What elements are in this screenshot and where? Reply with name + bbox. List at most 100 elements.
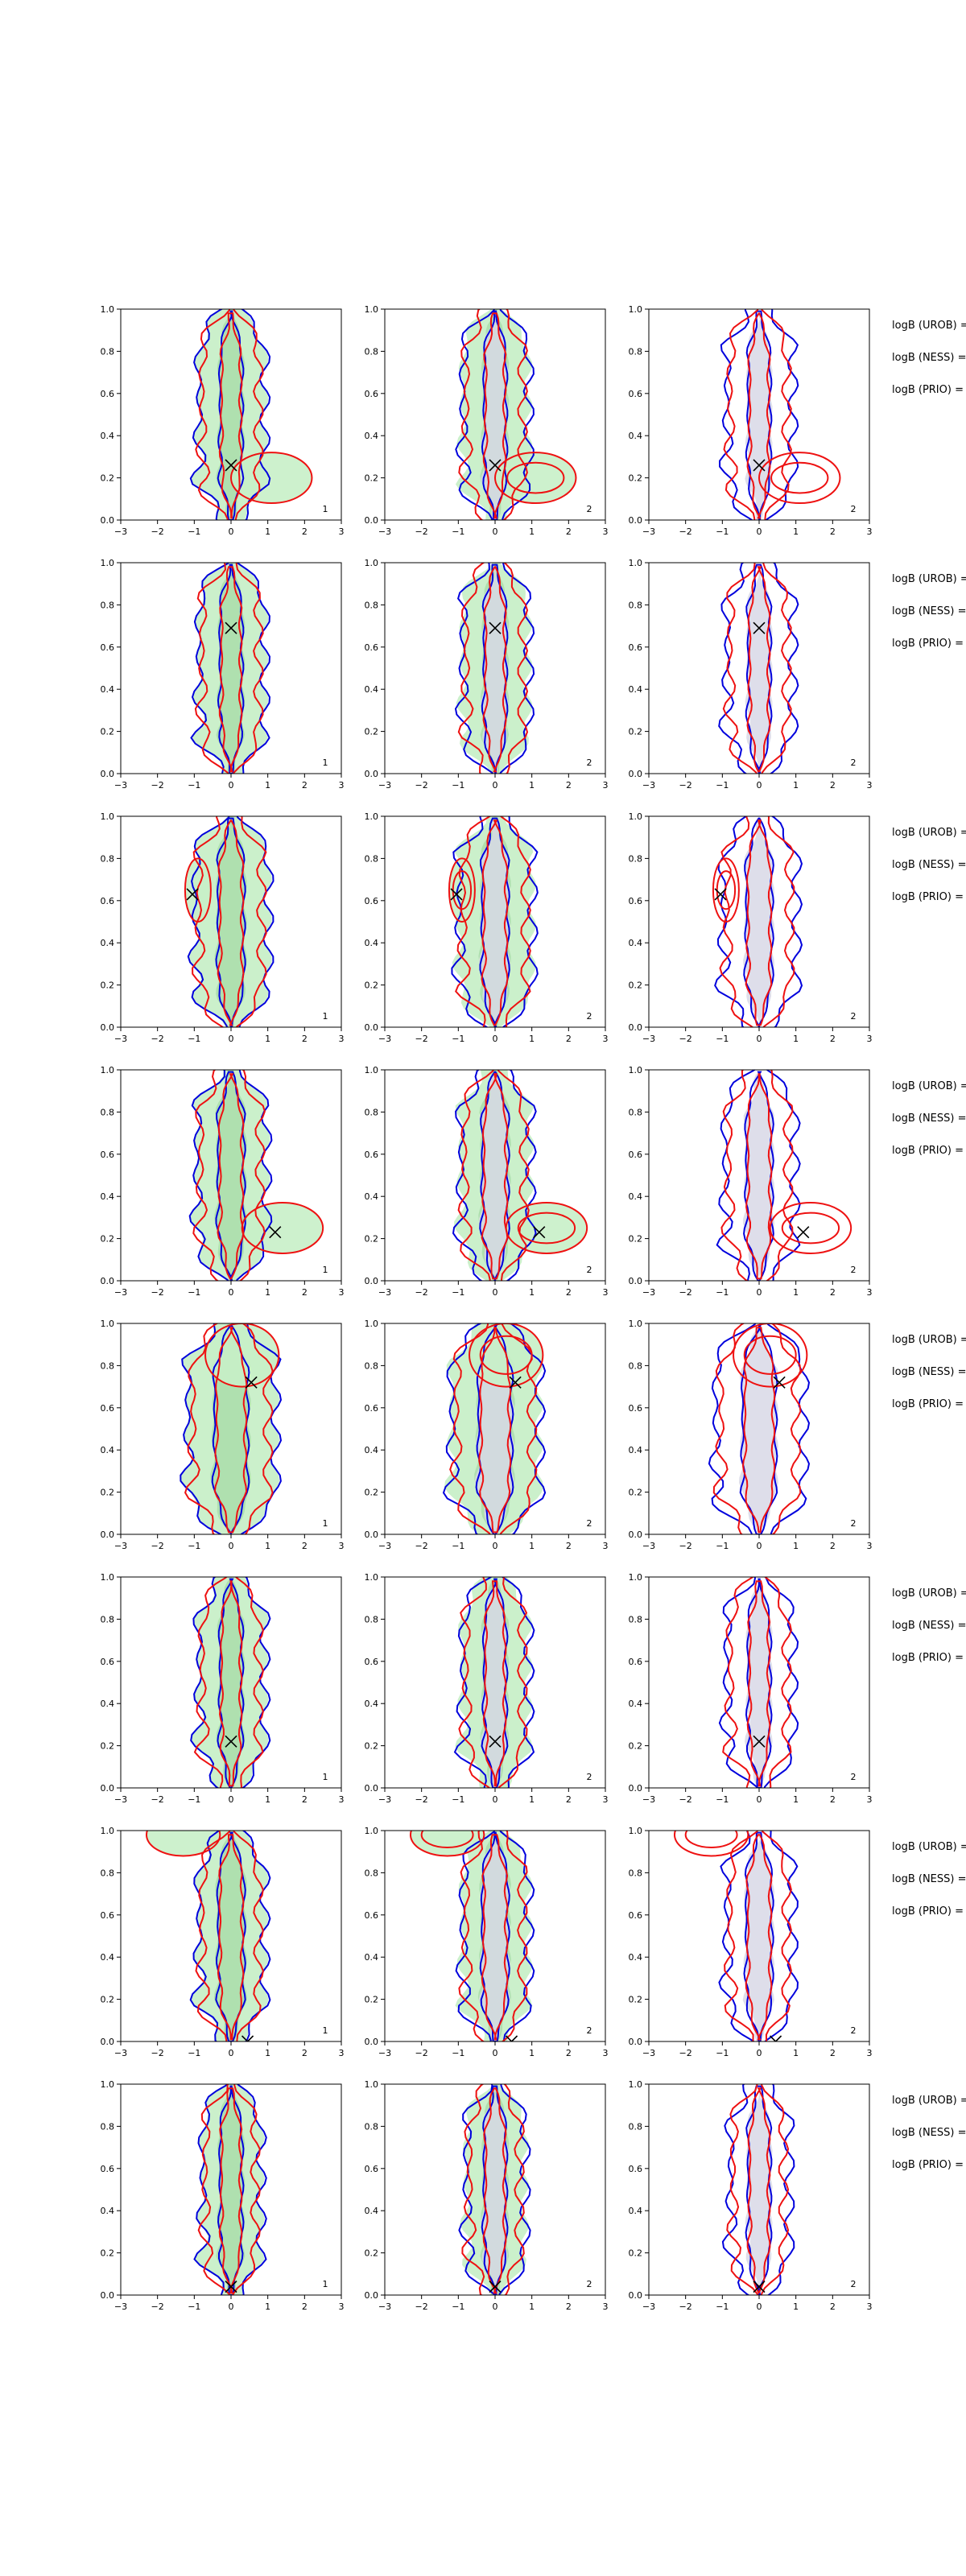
red-contour-bulge-inner <box>506 461 565 494</box>
red-contour-bulge <box>712 857 740 923</box>
y-tick-label: 0.8 <box>365 853 379 864</box>
y-tick-label: 0.8 <box>629 1868 643 1878</box>
red-contour-outer <box>455 816 531 1027</box>
y-tick-label: 1.0 <box>365 1319 379 1329</box>
red-contour-outer <box>192 1070 266 1281</box>
y-tick-label: 0.0 <box>365 769 379 779</box>
red-contour-inner <box>218 2087 243 2294</box>
x-tick-label: 2 <box>302 1794 308 1805</box>
y-tick-label: 1.0 <box>101 1065 115 1075</box>
y-tick-label: 0.8 <box>629 853 643 864</box>
density-fill-inner <box>216 563 246 774</box>
panel-number-label: 2 <box>587 2025 592 2036</box>
panel-number-label: 1 <box>323 1518 328 1529</box>
blue-contour-inner <box>215 817 246 1027</box>
panel-r7-c2: −3 −2 −1 0 1 2 3 0.0 0.2 0.4 0.6 0.8 1.0 2 <box>365 1826 609 2058</box>
row-side-label: logB (PRIO) = <box>892 638 964 650</box>
row-side-label: logB (UROB) = <box>892 573 966 585</box>
y-tick-label: 0.6 <box>365 1150 379 1160</box>
x-tick-label: −3 <box>114 1287 127 1298</box>
row-side-label: logB (PRIO) = <box>892 384 964 396</box>
y-tick-label: 1.0 <box>629 1065 643 1075</box>
density-fill-bulge <box>448 858 475 922</box>
y-tick-label: 0.0 <box>101 515 115 526</box>
y-tick-label: 1.0 <box>101 558 115 568</box>
true-value-marker <box>714 888 727 901</box>
red-contour-outer <box>184 1323 274 1534</box>
true-value-marker <box>509 1376 522 1389</box>
x-tick-label: 1 <box>529 1287 535 1298</box>
panel-r6-c1: −3 −2 −1 0 1 2 3 0.0 0.2 0.4 0.6 0.8 1.0 1 <box>101 1572 345 1805</box>
x-tick-label: −2 <box>415 526 428 537</box>
blue-contour-outer <box>453 1577 535 1788</box>
x-tick-label: 1 <box>265 1034 270 1044</box>
y-tick-label: 0.8 <box>629 346 643 357</box>
y-tick-label: 0.6 <box>101 1657 115 1667</box>
x-tick-label: 2 <box>830 1794 836 1805</box>
panel-number-label: 2 <box>587 1518 592 1529</box>
y-tick-label: 0.0 <box>365 2037 379 2047</box>
red-contour-outer <box>194 563 264 774</box>
x-tick-label: 0 <box>757 1794 762 1805</box>
y-tick-label: 0.0 <box>629 2290 643 2301</box>
x-tick-label: 2 <box>830 1541 836 1551</box>
y-tick-label: 0.8 <box>101 2121 115 2132</box>
x-tick-label: 0 <box>757 2048 762 2058</box>
y-tick-label: 0.4 <box>101 1699 115 1709</box>
row-side-label: logB (NESS) = <box>892 605 966 617</box>
x-tick-label: −3 <box>114 1794 127 1805</box>
panel-number-label: 1 <box>323 2025 328 2036</box>
y-tick-label: 0.0 <box>629 1022 643 1033</box>
y-tick-label: 0.8 <box>101 346 115 357</box>
panel-r2-c1: −3 −2 −1 0 1 2 3 0.0 0.2 0.4 0.6 0.8 1.0 1 <box>101 558 345 791</box>
true-value-marker <box>753 621 766 634</box>
blue-contour-inner <box>217 564 245 774</box>
x-tick-label: 3 <box>339 780 345 791</box>
x-tick-label: 2 <box>830 2301 836 2312</box>
y-tick-label: 1.0 <box>365 1826 379 1836</box>
y-tick-label: 0.6 <box>365 1403 379 1414</box>
x-tick-label: −3 <box>114 1541 127 1551</box>
panel-number-label: 1 <box>323 504 328 514</box>
x-tick-label: 0 <box>493 780 498 791</box>
panel-r8-c2: −3 −2 −1 0 1 2 3 0.0 0.2 0.4 0.6 0.8 1.0 2 <box>365 2079 609 2312</box>
x-tick-label: −1 <box>188 1287 200 1298</box>
panel-plot-area <box>673 1831 799 2041</box>
density-fill-grey <box>743 820 774 1027</box>
panel-r4-c2: −3 −2 −1 0 1 2 3 0.0 0.2 0.4 0.6 0.8 1.0 2 <box>365 1065 609 1298</box>
y-tick-label: 0.2 <box>101 727 115 737</box>
red-contour-bulge <box>184 857 212 923</box>
true-value-marker <box>489 1735 502 1748</box>
y-tick-label: 0.4 <box>629 2206 643 2216</box>
y-tick-label: 0.4 <box>101 1191 115 1202</box>
y-tick-label: 1.0 <box>365 558 379 568</box>
red-contour-inner <box>481 1834 509 2041</box>
row-side-label: logB (UROB) = <box>892 1334 966 1346</box>
y-tick-label: 0.0 <box>365 1276 379 1286</box>
true-value-marker <box>241 2035 254 2041</box>
y-tick-label: 0.4 <box>629 684 643 695</box>
blue-contour-outer <box>714 816 803 1027</box>
blue-contour-outer <box>193 2084 267 2295</box>
red-contour-outer <box>457 563 529 774</box>
x-tick-label: 3 <box>867 780 873 791</box>
x-tick-label: 0 <box>229 2048 234 2058</box>
red-contour-inner <box>745 819 773 1026</box>
red-contour-bulge-inner <box>781 1212 840 1245</box>
x-tick-label: 3 <box>603 1287 609 1298</box>
panel-r2-c2: −3 −2 −1 0 1 2 3 0.0 0.2 0.4 0.6 0.8 1.0 2 <box>365 558 609 791</box>
true-value-marker <box>225 459 237 472</box>
y-tick-label: 1.0 <box>101 811 115 822</box>
row-side-label: logB (UROB) = <box>892 1587 966 1600</box>
x-tick-label: 3 <box>339 2048 345 2058</box>
x-tick-label: 0 <box>493 2301 498 2312</box>
y-tick-label: 0.2 <box>365 1995 379 2005</box>
y-tick-label: 0.4 <box>101 2206 115 2216</box>
y-tick-label: 0.2 <box>101 1488 115 1498</box>
red-contour-outer <box>458 309 528 520</box>
row-side-label: logB (PRIO) = <box>892 1145 964 1157</box>
x-tick-label: −3 <box>642 1287 655 1298</box>
true-value-marker <box>269 1226 282 1239</box>
x-tick-label: 2 <box>566 526 572 537</box>
x-tick-label: 2 <box>830 526 836 537</box>
